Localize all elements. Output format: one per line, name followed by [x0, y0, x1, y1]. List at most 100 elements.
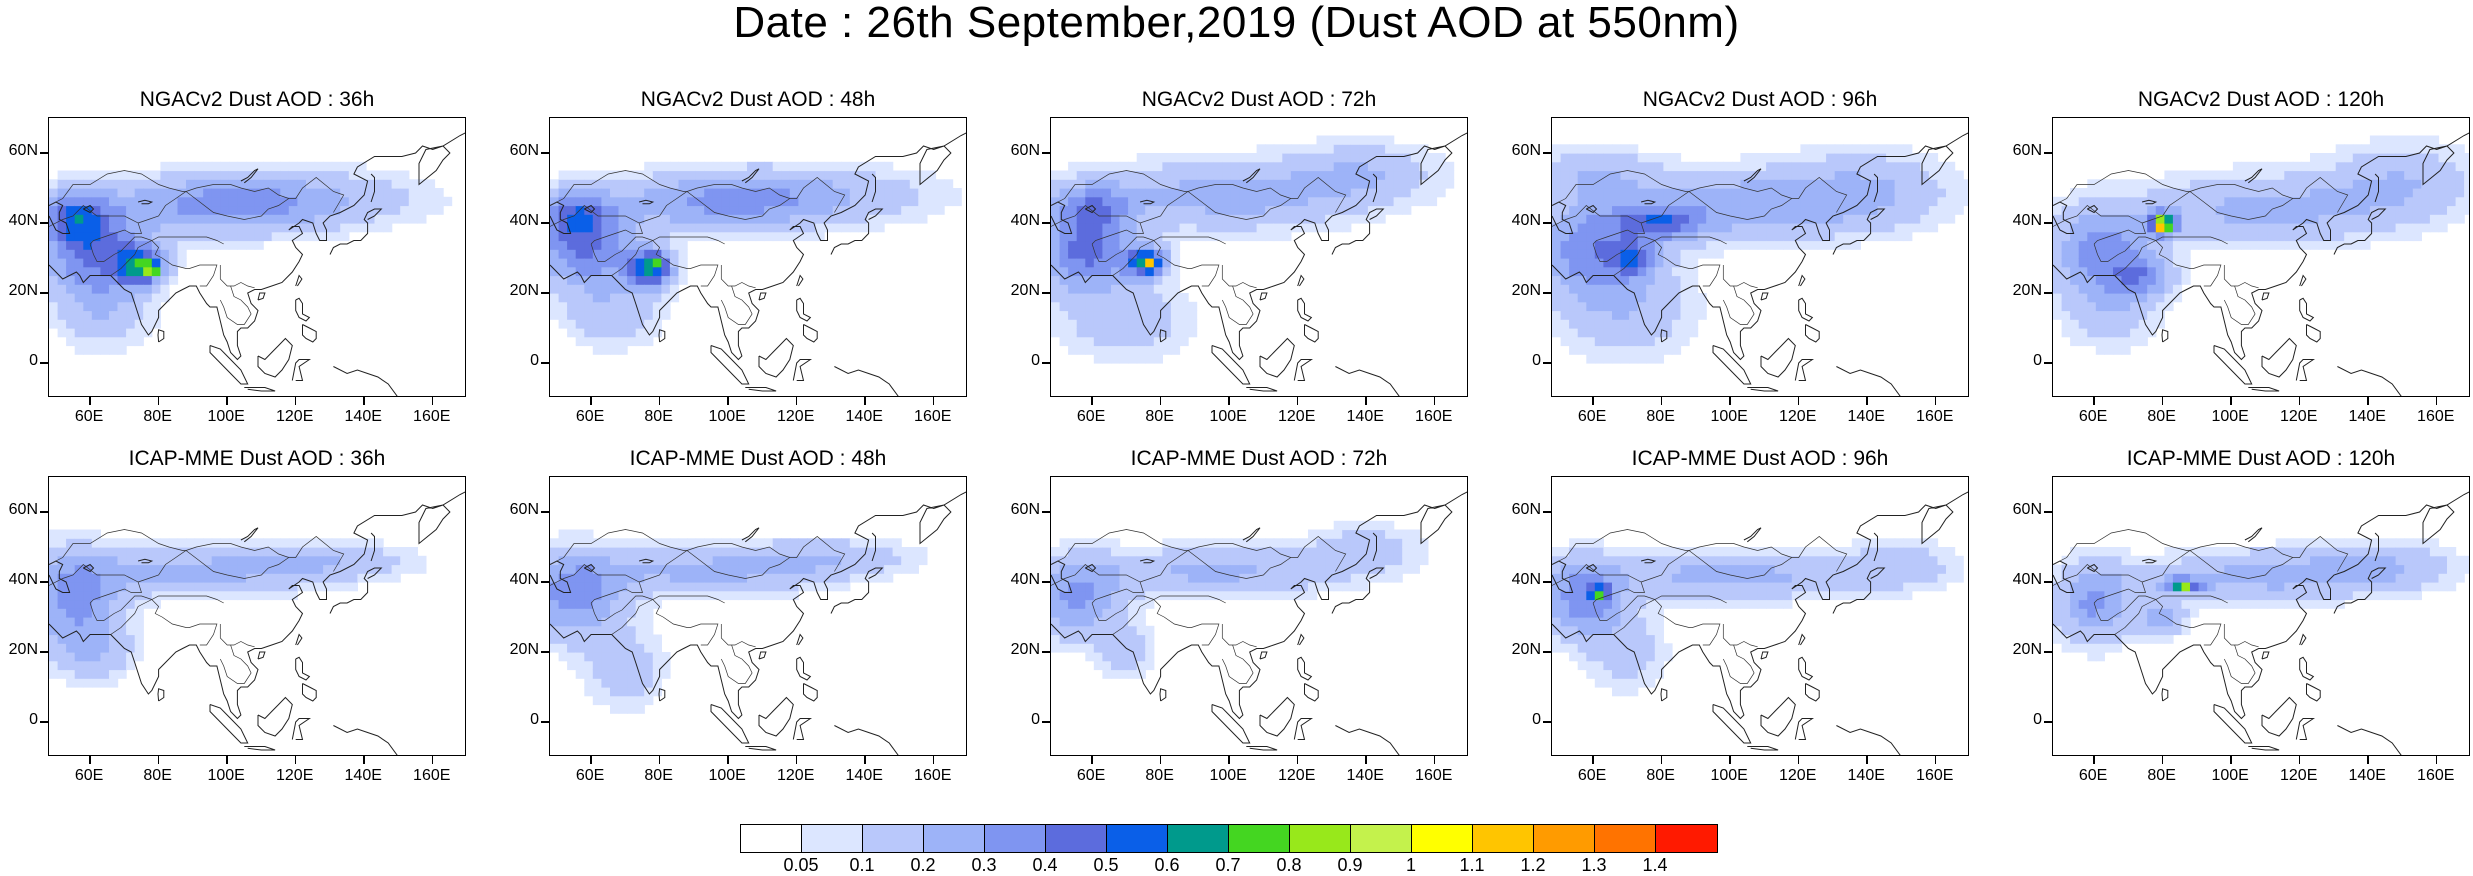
- coastline: [1661, 689, 1667, 701]
- coastline: [244, 747, 275, 751]
- longitude-label: 120E: [766, 767, 826, 785]
- coastline: [793, 719, 810, 740]
- longitude-tick: [864, 397, 866, 405]
- panel-title: NGACv2 Dust AOD : 96h: [1551, 88, 1969, 112]
- latitude-tick: [1042, 152, 1050, 154]
- coastline: [1298, 298, 1312, 321]
- latitude-tick: [40, 222, 48, 224]
- latitude-label: 0: [2000, 711, 2042, 729]
- dust-aod-map: [550, 477, 967, 756]
- colorbar-label: 0.7: [1203, 855, 1253, 876]
- latitude-label: 20N: [1499, 641, 1541, 659]
- coastline: [1836, 726, 1901, 757]
- coastline: [158, 689, 164, 701]
- longitude-label: 100E: [697, 408, 757, 426]
- coastline: [2214, 705, 2252, 744]
- longitude-tick: [2299, 397, 2301, 405]
- coastline: [2248, 747, 2279, 751]
- longitude-label: 100E: [1198, 767, 1258, 785]
- latitude-tick: [2044, 362, 2052, 364]
- colorbar-swatch: [1107, 825, 1168, 852]
- longitude-label: 140E: [1335, 767, 1395, 785]
- map-frame: [48, 476, 466, 756]
- longitude-label: 140E: [333, 767, 393, 785]
- coastline: [258, 339, 292, 378]
- aod-shading: [1051, 521, 1429, 679]
- coastline: [1799, 657, 1813, 680]
- longitude-tick: [1160, 756, 1162, 764]
- longitude-tick: [1228, 397, 1230, 405]
- longitude-label: 60E: [2063, 408, 2123, 426]
- latitude-tick: [2044, 222, 2052, 224]
- panel-title: NGACv2 Dust AOD : 36h: [48, 88, 466, 112]
- coastline: [1799, 635, 1805, 646]
- coastline: [258, 293, 265, 300]
- longitude-label: 60E: [560, 408, 620, 426]
- coastline: [2300, 635, 2306, 646]
- country-border: [1723, 624, 1757, 647]
- longitude-label: 160E: [1404, 767, 1464, 785]
- latitude-tick: [1543, 721, 1551, 723]
- latitude-tick: [1543, 292, 1551, 294]
- colorbar-swatch: [863, 825, 924, 852]
- coastline: [1246, 747, 1277, 751]
- panel-title: ICAP-MME Dust AOD : 72h: [1050, 447, 1468, 471]
- colorbar-swatch: [1412, 825, 1473, 852]
- colorbar-swatch: [1656, 825, 1717, 852]
- coastline: [797, 635, 803, 646]
- longitude-tick: [727, 756, 729, 764]
- longitude-label: 80E: [629, 408, 689, 426]
- coastline: [797, 276, 803, 287]
- longitude-tick: [1091, 756, 1093, 764]
- longitude-label: 160E: [903, 408, 963, 426]
- map-frame: [1551, 476, 1969, 756]
- coastline: [1744, 528, 1761, 542]
- longitude-label: 160E: [1905, 408, 1965, 426]
- coastline: [2262, 652, 2269, 659]
- coastline: [296, 298, 310, 321]
- coastline: [258, 698, 292, 737]
- longitude-tick: [1729, 397, 1731, 405]
- latitude-label: 60N: [497, 501, 539, 519]
- coastline: [1305, 684, 1319, 702]
- longitude-label: 160E: [2406, 767, 2466, 785]
- colorbar-swatch: [1595, 825, 1656, 852]
- dust-aod-map: [550, 118, 967, 397]
- coastline: [2307, 325, 2321, 343]
- longitude-label: 160E: [2406, 408, 2466, 426]
- map-frame: [2052, 117, 2470, 397]
- coastline: [2337, 726, 2402, 757]
- latitude-tick: [1543, 222, 1551, 224]
- longitude-label: 120E: [1267, 767, 1327, 785]
- longitude-label: 100E: [196, 767, 256, 785]
- longitude-label: 80E: [1631, 408, 1691, 426]
- latitude-label: 40N: [2000, 212, 2042, 230]
- longitude-tick: [1798, 397, 1800, 405]
- coastline: [745, 388, 776, 392]
- panel-title: ICAP-MME Dust AOD : 96h: [1551, 447, 1969, 471]
- longitude-label: 160E: [402, 767, 462, 785]
- latitude-label: 40N: [0, 212, 38, 230]
- colorbar-label: 0.05: [776, 855, 826, 876]
- longitude-tick: [158, 397, 160, 405]
- longitude-tick: [1228, 756, 1230, 764]
- latitude-tick: [2044, 651, 2052, 653]
- coastline: [1799, 276, 1805, 287]
- longitude-tick: [2299, 756, 2301, 764]
- colorbar-label: 0.6: [1142, 855, 1192, 876]
- longitude-label: 160E: [1404, 408, 1464, 426]
- longitude-label: 120E: [265, 408, 325, 426]
- colorbar-swatch: [985, 825, 1046, 852]
- latitude-tick: [1543, 152, 1551, 154]
- longitude-label: 140E: [1836, 408, 1896, 426]
- coastline: [296, 657, 310, 680]
- coastline: [793, 360, 810, 381]
- country-border: [721, 286, 752, 325]
- longitude-label: 120E: [1768, 408, 1828, 426]
- latitude-tick: [1042, 292, 1050, 294]
- colorbar-swatch: [741, 825, 802, 852]
- coastline: [1747, 747, 1778, 751]
